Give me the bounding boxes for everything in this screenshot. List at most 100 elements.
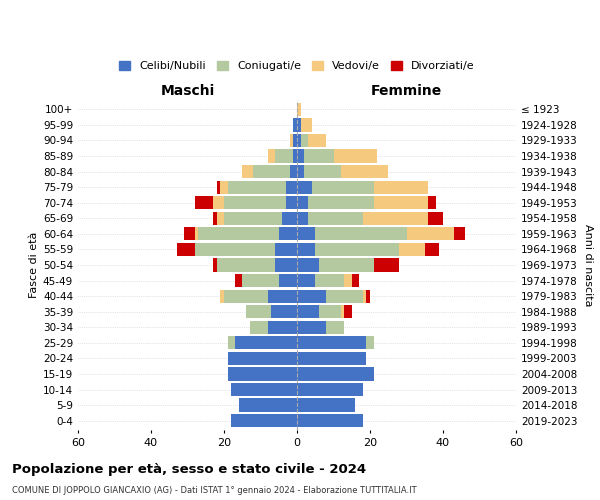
Bar [428,212,443,225]
Bar [454,228,465,240]
Bar [293,118,297,132]
Bar [308,196,374,209]
Bar [227,352,297,365]
Bar [268,320,297,334]
Bar [297,336,367,349]
Bar [297,383,362,396]
Legend: Celibi/Nubili, Coniugati/e, Vedovi/e, Divorziati/e: Celibi/Nubili, Coniugati/e, Vedovi/e, Di… [115,56,479,76]
Bar [239,398,297,411]
Bar [297,102,301,116]
Text: Femmine: Femmine [371,84,442,98]
Bar [297,196,308,209]
Bar [227,368,297,380]
Bar [297,212,308,225]
Y-axis label: Fasce di età: Fasce di età [29,232,39,298]
Bar [326,290,362,302]
Bar [199,228,279,240]
Bar [297,180,311,194]
Bar [235,336,297,349]
Bar [362,212,428,225]
Bar [195,243,275,256]
Bar [268,150,275,162]
Bar [184,228,195,240]
Bar [428,196,436,209]
Bar [275,150,293,162]
Bar [297,320,326,334]
Bar [213,212,217,225]
Bar [362,290,367,302]
Bar [242,165,253,178]
Bar [195,228,199,240]
Bar [246,305,271,318]
Bar [315,228,407,240]
Bar [367,336,374,349]
Bar [286,196,297,209]
Bar [279,228,297,240]
Bar [286,180,297,194]
Bar [279,274,297,287]
Bar [293,134,297,147]
Bar [232,383,297,396]
Bar [268,290,297,302]
Bar [304,150,334,162]
Bar [297,290,326,302]
Bar [334,150,377,162]
Bar [293,150,297,162]
Bar [315,274,344,287]
Bar [275,243,297,256]
Bar [344,305,352,318]
Text: Maschi: Maschi [160,84,215,98]
Y-axis label: Anni di nascita: Anni di nascita [583,224,593,306]
Bar [297,258,319,272]
Bar [224,290,268,302]
Bar [319,258,374,272]
Bar [311,180,374,194]
Bar [425,243,439,256]
Bar [399,243,425,256]
Bar [297,150,304,162]
Bar [374,180,428,194]
Bar [297,398,355,411]
Bar [297,118,301,132]
Bar [220,290,224,302]
Bar [275,258,297,272]
Text: COMUNE DI JOPPOLO GIANCAXIO (AG) - Dati ISTAT 1° gennaio 2024 - Elaborazione TUT: COMUNE DI JOPPOLO GIANCAXIO (AG) - Dati … [12,486,416,495]
Bar [301,134,308,147]
Bar [297,228,315,240]
Bar [195,196,213,209]
Bar [341,165,388,178]
Text: Popolazione per età, sesso e stato civile - 2024: Popolazione per età, sesso e stato civil… [12,462,366,475]
Bar [213,196,224,209]
Bar [227,180,286,194]
Bar [319,305,341,318]
Bar [297,305,319,318]
Bar [297,134,301,147]
Bar [297,165,304,178]
Bar [235,274,242,287]
Bar [304,165,341,178]
Bar [271,305,297,318]
Bar [217,212,224,225]
Bar [242,274,279,287]
Bar [352,274,359,287]
Bar [315,243,399,256]
Bar [290,165,297,178]
Bar [374,196,428,209]
Bar [224,196,286,209]
Bar [227,336,235,349]
Bar [217,258,275,272]
Bar [297,274,315,287]
Bar [297,352,367,365]
Bar [407,228,454,240]
Bar [308,134,326,147]
Bar [326,320,344,334]
Bar [250,320,268,334]
Bar [308,212,362,225]
Bar [290,134,293,147]
Bar [301,118,311,132]
Bar [283,212,297,225]
Bar [176,243,195,256]
Bar [344,274,352,287]
Bar [374,258,399,272]
Bar [341,305,344,318]
